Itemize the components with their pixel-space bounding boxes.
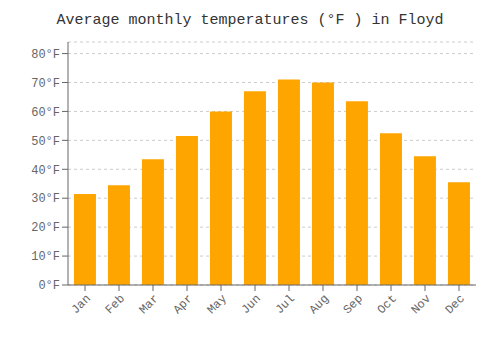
svg-text:50°F: 50°F xyxy=(31,135,60,149)
svg-text:0°F: 0°F xyxy=(38,279,60,293)
svg-text:Mar: Mar xyxy=(137,292,162,317)
svg-text:40°F: 40°F xyxy=(31,164,60,178)
svg-text:Jul: Jul xyxy=(273,292,298,317)
svg-text:20°F: 20°F xyxy=(31,221,60,235)
svg-text:Aug: Aug xyxy=(307,292,332,317)
svg-text:30°F: 30°F xyxy=(31,192,60,206)
svg-text:Oct: Oct xyxy=(375,292,400,317)
svg-text:70°F: 70°F xyxy=(31,77,60,91)
svg-text:Dec: Dec xyxy=(443,292,468,317)
html-text:Average monthly temperatures (: Average monthly temperatures (°F ) in Fl… xyxy=(56,12,444,29)
svg-text:10°F: 10°F xyxy=(31,250,60,264)
svg-text:60°F: 60°F xyxy=(31,106,60,120)
svg-text:Jun: Jun xyxy=(239,292,264,317)
svg-text:May: May xyxy=(205,292,230,317)
svg-text:80°F: 80°F xyxy=(31,48,60,62)
svg-text:Sep: Sep xyxy=(341,292,366,317)
svg-text:Nov: Nov xyxy=(409,292,434,317)
svg-text:Apr: Apr xyxy=(171,292,196,317)
svg-text:Feb: Feb xyxy=(103,292,128,317)
svg-text:Jan: Jan xyxy=(69,292,94,317)
